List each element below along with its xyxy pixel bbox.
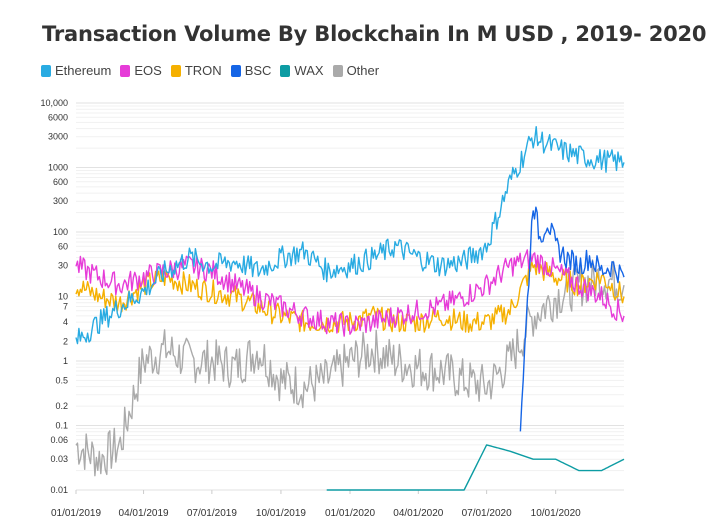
x-tick-label: 01/01/2020 <box>325 508 375 519</box>
x-tick-label: 04/01/2019 <box>119 508 169 519</box>
legend-swatch-other <box>332 64 343 77</box>
y-tick-label: 7 <box>63 301 68 311</box>
legend-swatch-ethereum <box>41 64 51 77</box>
series-line-ethereum <box>75 125 625 345</box>
x-tick-label: 01/01/2019 <box>51 508 101 519</box>
y-tick-label: 4 <box>63 317 68 327</box>
x-tick-label: 07/01/2019 <box>187 508 237 519</box>
x-tick-label: 10/01/2020 <box>531 508 581 519</box>
series-line-bsc <box>519 206 625 432</box>
legend-item-bsc[interactable]: BSC <box>230 63 272 78</box>
legend-swatch-wax <box>280 64 291 77</box>
series-line-eos <box>75 249 625 337</box>
x-tick-label: 07/01/2020 <box>462 508 512 519</box>
grid-lines <box>76 102 624 491</box>
x-tick-label: 04/01/2020 <box>393 508 443 519</box>
y-tick-label: 6000 <box>48 112 68 122</box>
y-tick-label: 10,000 <box>40 98 68 108</box>
y-tick-label: 0.06 <box>50 435 68 445</box>
legend-label-tron: TRON <box>184 63 222 78</box>
y-tick-label: 0.2 <box>55 401 68 411</box>
y-tick-label: 1000 <box>48 163 68 173</box>
y-tick-label: 30 <box>58 261 68 271</box>
series-line-other <box>75 259 625 477</box>
legend-swatch-bsc <box>230 64 241 77</box>
legend-label-bsc: BSC <box>244 63 272 78</box>
y-tick-label: 300 <box>53 196 68 206</box>
legend-item-other[interactable]: Other <box>332 63 380 78</box>
legend-label-other: Other <box>346 63 380 78</box>
legend-item-wax[interactable]: WAX <box>280 63 324 78</box>
x-tick-label: 10/01/2019 <box>256 508 306 519</box>
y-tick-label: 0.01 <box>50 485 68 495</box>
y-tick-label: 600 <box>53 177 68 187</box>
chart-title: Transaction Volume By Blockchain In M US… <box>42 22 707 46</box>
y-tick-label: 0.5 <box>55 375 68 385</box>
legend-label-wax: WAX <box>294 63 324 78</box>
legend-swatch-tron <box>170 64 181 77</box>
legend-swatch-eos <box>120 64 131 77</box>
y-tick-label: 2 <box>63 337 68 347</box>
legend-item-tron[interactable]: TRON <box>170 63 222 78</box>
legend-label-ethereum: Ethereum <box>55 63 112 78</box>
series-lines <box>75 125 625 491</box>
y-tick-label: 0.1 <box>55 421 68 431</box>
legend-item-eos[interactable]: EOS <box>120 63 162 78</box>
y-tick-label: 10 <box>58 292 68 302</box>
legend: Ethereum EOS TRON BSC WAX Other <box>41 63 379 78</box>
series-line-wax <box>326 444 625 491</box>
y-tick-label: 0.03 <box>50 454 68 464</box>
y-tick-label: 3000 <box>48 132 68 142</box>
legend-item-ethereum[interactable]: Ethereum <box>41 63 111 78</box>
y-tick-label: 100 <box>53 227 68 237</box>
y-tick-label: 60 <box>58 241 68 251</box>
y-axis-ticks: 0.01 0.03 0.06 0.1 0.2 0.5 1 2 4 710 30 60 100 300 600… <box>40 98 68 495</box>
y-tick-label: 1 <box>63 356 68 366</box>
x-axis-ticks: 01/01/2019 04/01/2019 07/01/2019 10/01/2019… <box>51 490 581 519</box>
legend-label-eos: EOS <box>134 63 162 78</box>
